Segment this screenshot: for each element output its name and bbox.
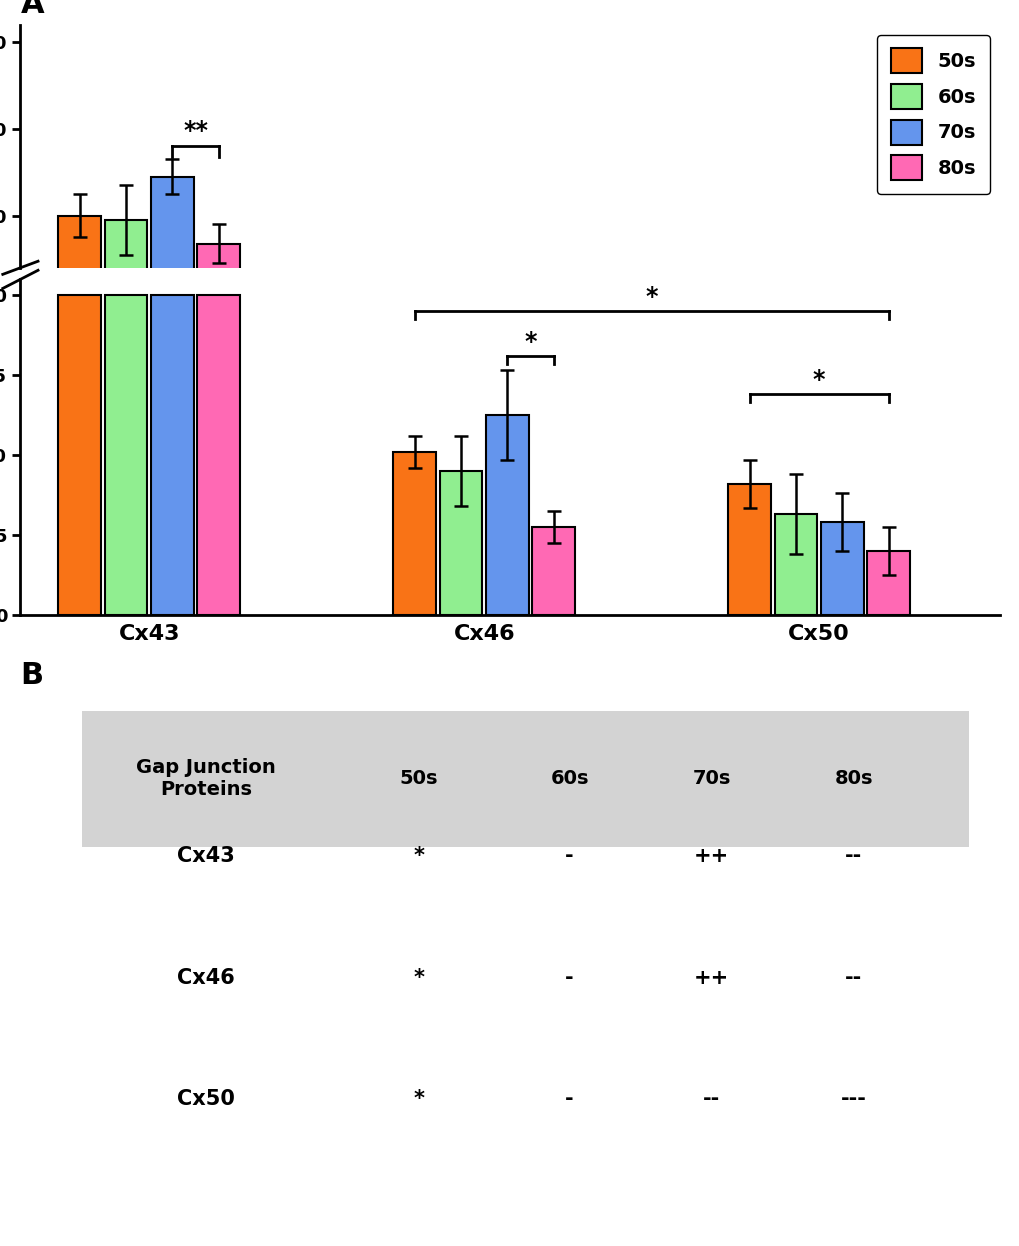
Text: **: ** bbox=[183, 118, 208, 143]
Text: A: A bbox=[20, 0, 44, 19]
Bar bbox=[820, 522, 863, 614]
Text: Gap Junction
Proteins: Gap Junction Proteins bbox=[136, 758, 275, 799]
Text: -: - bbox=[565, 968, 574, 988]
Text: Cx46: Cx46 bbox=[176, 968, 234, 988]
Bar bbox=[393, 452, 435, 614]
Text: -: - bbox=[565, 1089, 574, 1109]
Bar bbox=[105, 295, 147, 614]
Text: 80s: 80s bbox=[834, 769, 872, 787]
Bar bbox=[198, 243, 239, 303]
Text: Cx43: Cx43 bbox=[176, 846, 234, 866]
Text: ++: ++ bbox=[693, 968, 729, 988]
Bar bbox=[439, 471, 482, 614]
Bar bbox=[486, 415, 528, 614]
Text: --: -- bbox=[702, 1089, 719, 1109]
Text: *: * bbox=[524, 330, 536, 354]
Text: *: * bbox=[645, 285, 657, 309]
Bar bbox=[58, 216, 101, 303]
Text: *: * bbox=[413, 846, 424, 866]
Bar bbox=[58, 295, 101, 614]
Text: *: * bbox=[812, 368, 824, 392]
Text: 70s: 70s bbox=[692, 769, 731, 787]
Legend: 50s, 60s, 70s, 80s: 50s, 60s, 70s, 80s bbox=[876, 35, 988, 194]
Text: *: * bbox=[413, 1089, 424, 1109]
Bar bbox=[151, 295, 194, 614]
Bar bbox=[866, 551, 909, 614]
Bar bbox=[198, 295, 239, 614]
Text: B: B bbox=[20, 660, 44, 690]
Text: Cx50: Cx50 bbox=[176, 1089, 234, 1109]
Bar bbox=[728, 483, 770, 614]
Text: 50s: 50s bbox=[399, 769, 437, 787]
Text: 60s: 60s bbox=[550, 769, 588, 787]
Text: *: * bbox=[413, 968, 424, 988]
Text: ---: --- bbox=[840, 1089, 866, 1109]
Text: ++: ++ bbox=[693, 846, 729, 866]
Bar bbox=[151, 177, 194, 303]
Bar bbox=[774, 515, 816, 614]
FancyBboxPatch shape bbox=[82, 710, 968, 846]
Bar bbox=[532, 527, 575, 614]
Text: -: - bbox=[565, 846, 574, 866]
Text: --: -- bbox=[844, 846, 861, 866]
Bar bbox=[105, 221, 147, 303]
Text: --: -- bbox=[844, 968, 861, 988]
